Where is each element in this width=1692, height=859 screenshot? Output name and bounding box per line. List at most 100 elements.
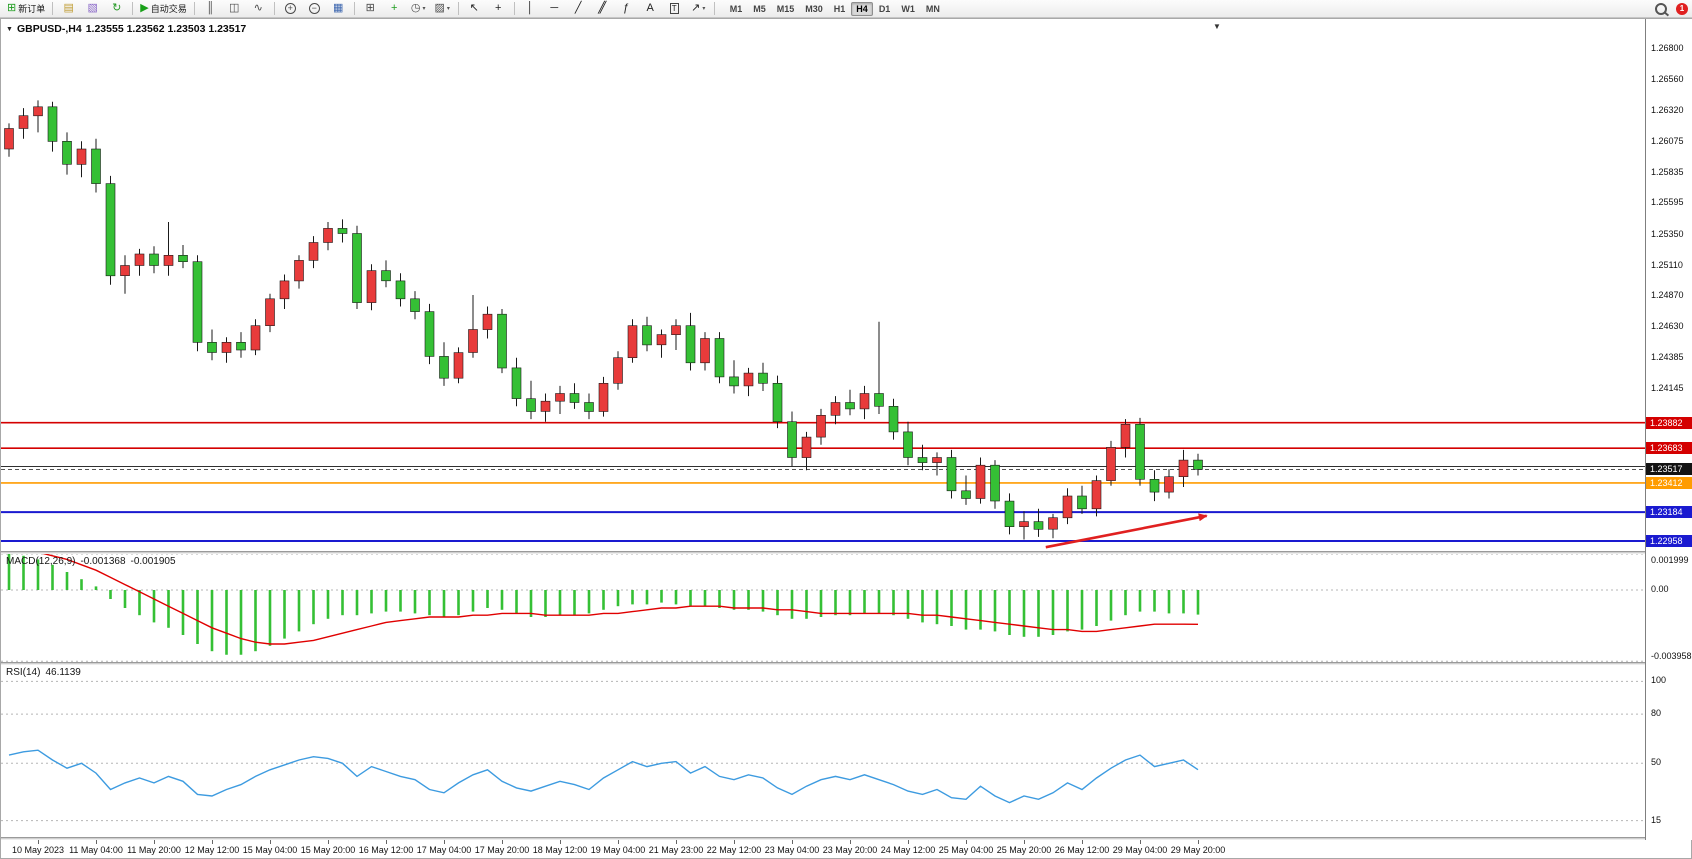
- main-chart-canvas: [1, 100, 1645, 549]
- panel-separator-rsi[interactable]: [1, 662, 1691, 665]
- time-axis-tick: [270, 840, 271, 844]
- notifications-badge[interactable]: 1: [1676, 2, 1688, 15]
- tile-windows-button[interactable]: ▦: [327, 0, 350, 17]
- fibonacci-button[interactable]: ƒ: [615, 0, 638, 17]
- text-label-button[interactable]: T: [663, 0, 686, 17]
- crosshair-icon: +: [495, 2, 502, 14]
- autotrading-button[interactable]: ▶ 自动交易: [137, 0, 189, 17]
- refresh-button[interactable]: ↻: [105, 0, 128, 17]
- time-axis-label: 24 May 12:00: [880, 845, 936, 855]
- horizontal-line-button[interactable]: ─: [543, 0, 566, 17]
- time-axis[interactable]: 10 May 2023 11 May 04:00 11 May 20:00 12 Ma…: [1, 840, 1645, 858]
- bar-chart-icon: ║: [206, 2, 215, 14]
- templates-button[interactable]: ▨ ▾: [431, 0, 454, 17]
- timeframe-m5-button[interactable]: M5: [753, 3, 766, 14]
- candle-body: [149, 253, 159, 266]
- toolbar-separator: [52, 2, 54, 15]
- time-axis-tick: [734, 840, 735, 844]
- rsi-line: [8, 749, 1199, 804]
- text-button[interactable]: A: [639, 0, 662, 17]
- price-axis[interactable]: 1.26800 1.26560 1.26320 1.26075 1.25835 1.255…: [1645, 19, 1692, 840]
- time-axis-label: 17 May 20:00: [474, 845, 530, 855]
- candle-body: [1120, 423, 1131, 448]
- indicators-icon: +: [391, 2, 398, 14]
- candle-body: [33, 106, 43, 117]
- time-axis-label: 29 May 04:00: [1112, 845, 1168, 855]
- search-button[interactable]: [1649, 0, 1672, 17]
- candle-body: [468, 329, 478, 353]
- rsi-panel[interactable]: RSI(14) 46.1139: [1, 665, 1645, 837]
- timeframe-h4-button[interactable]: H4: [851, 1, 873, 16]
- charts-button[interactable]: ▤: [57, 0, 80, 17]
- toolbar-right-group: 1: [1649, 0, 1688, 17]
- candle-body: [424, 311, 435, 357]
- new-order-button[interactable]: ⊞ 新订单: [4, 0, 48, 17]
- time-axis-tick: [154, 840, 155, 844]
- cursor-button[interactable]: ↖: [463, 0, 486, 17]
- time-axis-tick: [1024, 840, 1025, 844]
- bar-chart-button[interactable]: ║: [199, 0, 222, 17]
- candle-body: [569, 393, 580, 403]
- panel-separator-bottom[interactable]: [1, 837, 1691, 840]
- timeframe-w1-button[interactable]: W1: [901, 3, 915, 14]
- price-axis-tick: 1.24145: [1651, 383, 1684, 393]
- macd-axis-tick: 0.001999: [1651, 555, 1689, 565]
- timeframe-h1-button[interactable]: H1: [833, 3, 846, 14]
- charts-icon: ▤: [63, 2, 74, 14]
- candlestick-chart-button[interactable]: ◫: [223, 0, 246, 17]
- macd-panel[interactable]: MACD(12,26,9) -0.001368 -0.001905: [1, 554, 1645, 662]
- candle-body: [381, 270, 391, 282]
- periods-button[interactable]: ◷ ▾: [407, 0, 430, 17]
- new-chart-window-button[interactable]: ⊞: [359, 0, 382, 17]
- candle-body: [439, 356, 449, 379]
- trend-arrow-annotation[interactable]: [1045, 513, 1208, 549]
- trendline-icon: ╱: [574, 2, 582, 14]
- time-axis-tick: [618, 840, 619, 844]
- price-axis-tick: 1.25110: [1651, 260, 1683, 270]
- zoom-out-icon: −: [308, 3, 320, 14]
- chart-window[interactable]: ▼ GBPUSD-,H4 1.23555 1.23562 1.23503 1.2…: [0, 18, 1692, 859]
- timeframe-d1-button[interactable]: D1: [878, 3, 891, 14]
- price-axis-tick: 1.25835: [1651, 167, 1684, 177]
- line-chart-button[interactable]: ∿: [247, 0, 270, 17]
- timeframe-group: M1 M5 M15 M30 H1 H4 D1 W1 MN: [725, 1, 945, 16]
- zoom-in-button[interactable]: +: [279, 0, 302, 17]
- vertical-line-button[interactable]: │: [519, 0, 542, 17]
- time-axis-label: 23 May 04:00: [764, 845, 820, 855]
- chart-symbol-timeframe: GBPUSD-,H4: [16, 23, 82, 35]
- candle-body: [192, 261, 203, 343]
- time-axis-label: 17 May 04:00: [416, 845, 472, 855]
- timeframe-m1-button[interactable]: M1: [729, 3, 743, 14]
- candle-body: [47, 106, 58, 142]
- channel-button[interactable]: ╱╱: [591, 0, 614, 17]
- macd-signal-value: -0.001905: [130, 556, 176, 567]
- crosshair-button[interactable]: +: [487, 0, 510, 17]
- price-axis-tick: 1.26320: [1651, 105, 1684, 115]
- toolbar-separator: [513, 2, 515, 15]
- main-price-chart[interactable]: ▼ GBPUSD-,H4 1.23555 1.23562 1.23503 1.2…: [1, 21, 1645, 551]
- candle-body: [613, 357, 623, 384]
- time-axis-label: 26 May 12:00: [1054, 845, 1110, 855]
- timeframe-m30-button[interactable]: M30: [805, 3, 823, 14]
- timeframe-mn-button[interactable]: MN: [925, 3, 940, 14]
- chart-dropdown-icon[interactable]: ▼: [6, 25, 13, 33]
- price-line-badge: 1.23683: [1646, 442, 1692, 454]
- price-axis-tick: 1.26560: [1651, 74, 1684, 84]
- profiles-button[interactable]: ▧: [81, 0, 104, 17]
- candle-body: [18, 115, 29, 129]
- channel-icon: ╱╱: [598, 2, 607, 14]
- candle-body: [845, 402, 855, 410]
- arrows-button[interactable]: ↗ ▾: [687, 0, 710, 17]
- zoom-out-button[interactable]: −: [303, 0, 326, 17]
- indicators-button[interactable]: +: [383, 0, 406, 17]
- candle-body: [758, 372, 768, 384]
- toolbar-separator: [457, 2, 459, 15]
- timeframe-m15-button[interactable]: M15: [776, 3, 795, 14]
- candle-body: [555, 393, 565, 402]
- candle-body: [308, 242, 319, 261]
- trendline-button[interactable]: ╱: [567, 0, 590, 17]
- chart-shift-marker[interactable]: ▼: [1213, 22, 1221, 31]
- price-axis-tick: 1.25595: [1651, 197, 1684, 207]
- macd-axis-tick: 0.00: [1651, 584, 1669, 594]
